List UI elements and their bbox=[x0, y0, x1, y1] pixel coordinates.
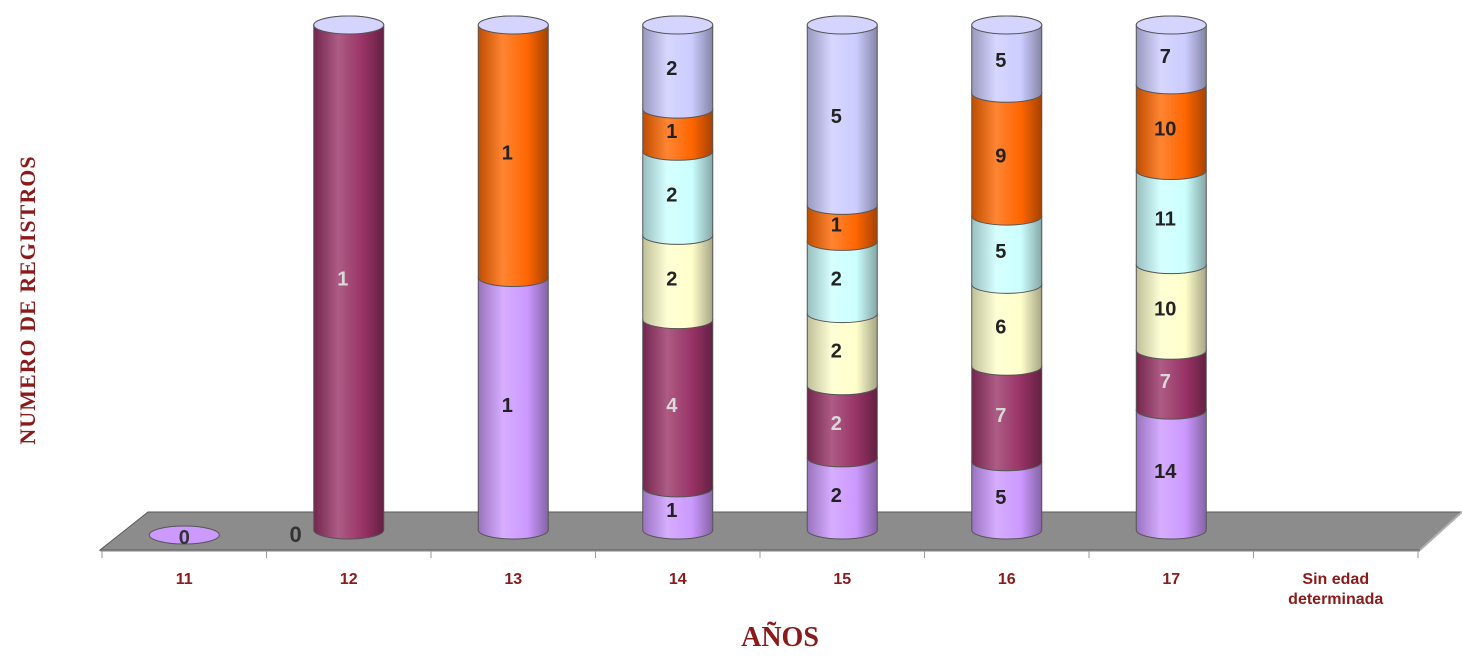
x-tick-label: 15 bbox=[833, 571, 851, 588]
bar-segment bbox=[971, 83, 1043, 226]
bar-top-cap bbox=[806, 15, 878, 35]
data-label: 6 bbox=[995, 316, 1006, 338]
bar-top-cap bbox=[971, 15, 1043, 35]
data-label: 0 bbox=[290, 522, 302, 547]
data-label: 1 bbox=[666, 121, 677, 143]
data-label: 11 bbox=[1155, 209, 1176, 231]
data-label: 1 bbox=[502, 395, 513, 417]
bar-segment bbox=[148, 525, 220, 545]
data-label: 1 bbox=[831, 214, 842, 236]
data-label: 1 bbox=[666, 500, 677, 522]
data-label: 2 bbox=[666, 184, 677, 206]
data-label: 5 bbox=[995, 241, 1006, 263]
data-label: 7 bbox=[1160, 371, 1171, 393]
bar-segment bbox=[477, 15, 549, 287]
data-label: 14 bbox=[1154, 461, 1177, 483]
data-label: 10 bbox=[1154, 298, 1176, 320]
data-label: 5 bbox=[831, 106, 842, 128]
data-label: 5 bbox=[995, 50, 1006, 72]
data-label: 2 bbox=[666, 269, 677, 291]
x-tick-label: 14 bbox=[669, 571, 687, 588]
x-tick-label: 11 bbox=[176, 571, 193, 588]
y-axis-title: NUMERO DE REGISTROS bbox=[15, 155, 40, 445]
data-label: 10 bbox=[1154, 119, 1176, 141]
chart-floor bbox=[98, 511, 1462, 551]
bar-top-cap bbox=[477, 15, 549, 35]
data-label: 1 bbox=[502, 142, 513, 164]
bar-segment bbox=[313, 15, 385, 540]
x-axis: 11 12 13 14 15 16 17 Sin edad determinada bbox=[100, 550, 1420, 608]
data-label: 2 bbox=[831, 485, 842, 507]
data-label: 4 bbox=[666, 395, 678, 417]
data-label: 7 bbox=[995, 405, 1006, 427]
data-label: 2 bbox=[831, 269, 842, 291]
floor-plane bbox=[98, 511, 1462, 551]
x-axis-title: AÑOS bbox=[741, 622, 819, 653]
x-tick-label: 16 bbox=[998, 571, 1016, 588]
x-tick-label: Sin edad determinada bbox=[1288, 571, 1383, 608]
data-label: 9 bbox=[995, 146, 1006, 168]
data-label: 2 bbox=[831, 341, 842, 363]
bars: 001010101422122222155765951471011107 bbox=[148, 12, 1207, 549]
x-tick-label: 12 bbox=[340, 571, 358, 588]
data-label: 1 bbox=[337, 269, 348, 291]
bar-top-cap bbox=[313, 15, 385, 35]
bar-top-cap bbox=[642, 15, 714, 35]
bar-top-cap bbox=[1135, 15, 1207, 35]
data-label: 5 bbox=[995, 487, 1006, 509]
data-label: 7 bbox=[1160, 46, 1171, 68]
data-label: 0 bbox=[179, 527, 190, 549]
bar-segment bbox=[642, 310, 714, 498]
data-label: 2 bbox=[666, 58, 677, 80]
x-tick-label: 13 bbox=[504, 571, 522, 588]
bar-segment bbox=[477, 268, 549, 540]
floor-edge bbox=[1419, 511, 1462, 551]
x-tick-label: 17 bbox=[1162, 571, 1180, 588]
data-label: 2 bbox=[831, 413, 842, 435]
bar-segment bbox=[806, 15, 878, 215]
